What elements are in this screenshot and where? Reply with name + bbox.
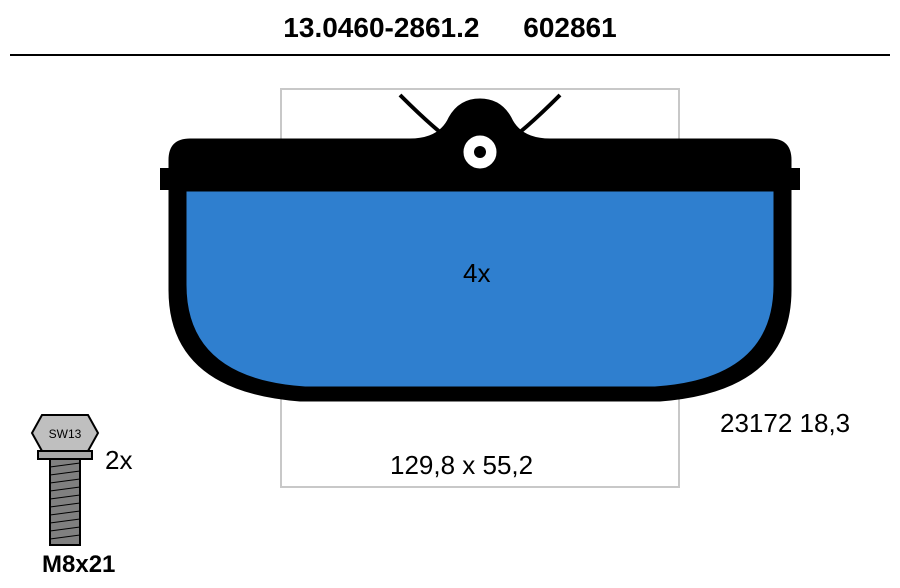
bolt-sw-label: SW13: [49, 427, 82, 441]
bolt-spec-label: M8x21: [42, 551, 115, 579]
bolt-area: SW13 2x M8x21: [30, 405, 110, 550]
pad-dimensions-label: 129,8 x 55,2: [390, 450, 533, 481]
pad-quantity-label: 4x: [463, 258, 490, 289]
bolt-drawing: SW13: [30, 405, 110, 550]
diagram-container: 13.0460-2861.2 602861 Ate ® 4x 129,8 x 5…: [0, 0, 900, 588]
part-number: 13.0460-2861.2: [283, 12, 479, 43]
bolt-washer: [38, 451, 92, 459]
pad-code-label: 23172 18,3: [720, 408, 850, 439]
bolt-quantity-label: 2x: [105, 445, 132, 476]
header: 13.0460-2861.2 602861: [0, 0, 900, 44]
header-divider: [10, 54, 890, 56]
clip-ring-inner: [474, 146, 486, 158]
friction-material: [185, 190, 775, 388]
secondary-number: 602861: [523, 12, 616, 43]
left-tab: [160, 168, 178, 190]
right-tab: [782, 168, 800, 190]
